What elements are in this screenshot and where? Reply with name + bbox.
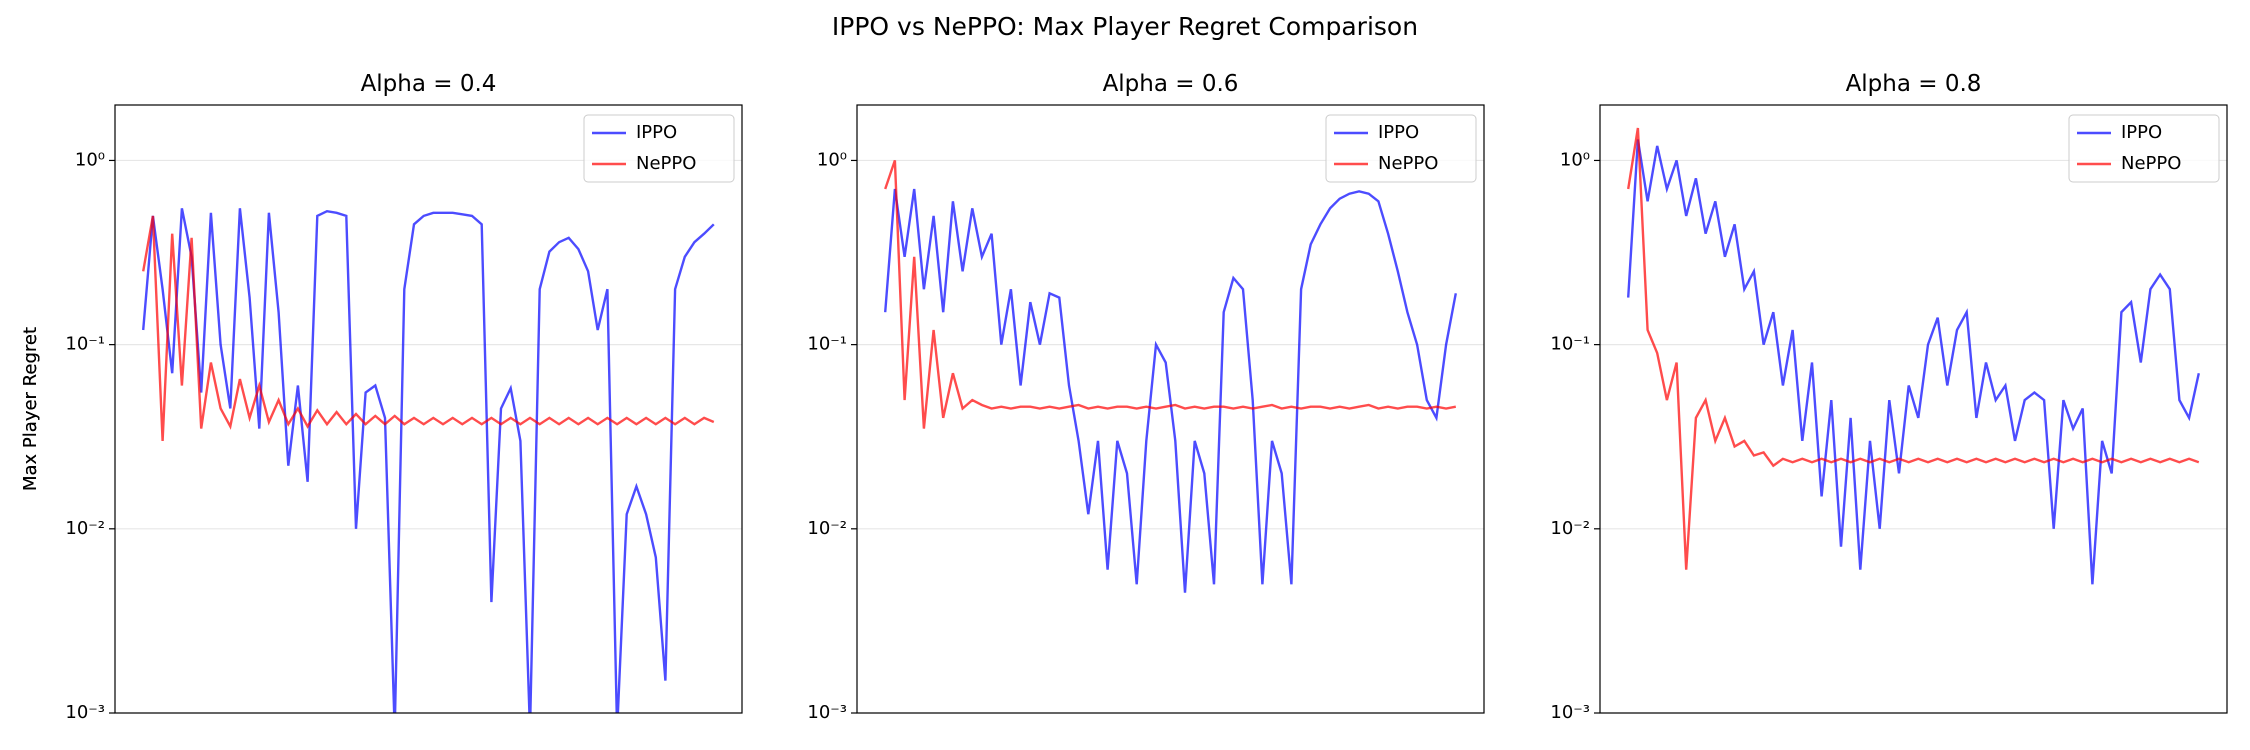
subplot-title: Alpha = 0.6 bbox=[1103, 71, 1239, 97]
legend-label: IPPO bbox=[636, 122, 677, 143]
line-series bbox=[884, 160, 1457, 429]
legend-label: NePPO bbox=[1378, 153, 1438, 174]
y-tick-label: 10⁻³ bbox=[65, 702, 105, 723]
legend-box bbox=[583, 114, 735, 183]
subplot: 10⁻³ 10⁻² 10⁻¹ 10⁰ Alpha = 0.8 Max Player Reg… bbox=[20, 71, 2228, 723]
line-series bbox=[1627, 127, 2200, 570]
y-tick-label: 10⁻³ bbox=[807, 702, 847, 723]
y-tick-label: 10⁰ bbox=[1560, 149, 1590, 170]
y-axis-label: Max Player Regret bbox=[20, 327, 41, 491]
figure-title: IPPO vs NePPO: Max Player Regret Compari… bbox=[832, 12, 1418, 41]
line-series bbox=[1627, 139, 2200, 585]
y-tick-label: 10⁻² bbox=[65, 518, 105, 539]
y-tick-label: 10⁻¹ bbox=[65, 334, 105, 355]
line-series bbox=[142, 215, 715, 441]
subplot: 10⁻³ 10⁻² 10⁻¹ 10⁰ Alpha = 0.6 Max Player Reg… bbox=[20, 71, 1485, 723]
legend-label: IPPO bbox=[1378, 122, 1419, 143]
axes-frame bbox=[114, 104, 743, 714]
subplot-title: Alpha = 0.4 bbox=[361, 71, 497, 97]
y-tick-label: 10⁻² bbox=[807, 518, 847, 539]
y-tick-label: 10⁰ bbox=[817, 149, 847, 170]
subplot-title: Alpha = 0.8 bbox=[1846, 71, 1982, 97]
legend-box bbox=[1325, 114, 1477, 183]
legend-label: NePPO bbox=[2121, 153, 2181, 174]
y-tick-label: 10⁰ bbox=[75, 149, 105, 170]
line-series bbox=[884, 188, 1457, 593]
y-axis-label: Max Player Regret bbox=[20, 327, 41, 491]
axes-frame bbox=[1599, 104, 2228, 714]
legend-label: NePPO bbox=[636, 153, 696, 174]
y-tick-label: 10⁻¹ bbox=[1550, 334, 1590, 355]
y-axis-label: Max Player Regret bbox=[20, 327, 41, 491]
legend-box bbox=[2068, 114, 2220, 183]
line-series bbox=[142, 208, 715, 713]
y-tick-label: 10⁻¹ bbox=[807, 334, 847, 355]
axes-frame bbox=[856, 104, 1485, 714]
y-tick-label: 10⁻² bbox=[1550, 518, 1590, 539]
subplot: 10⁻³ 10⁻² 10⁻¹ 10⁰ Alpha = 0.4 Max Player Reg… bbox=[20, 71, 743, 723]
legend-label: IPPO bbox=[2121, 122, 2162, 143]
y-tick-label: 10⁻³ bbox=[1550, 702, 1590, 723]
